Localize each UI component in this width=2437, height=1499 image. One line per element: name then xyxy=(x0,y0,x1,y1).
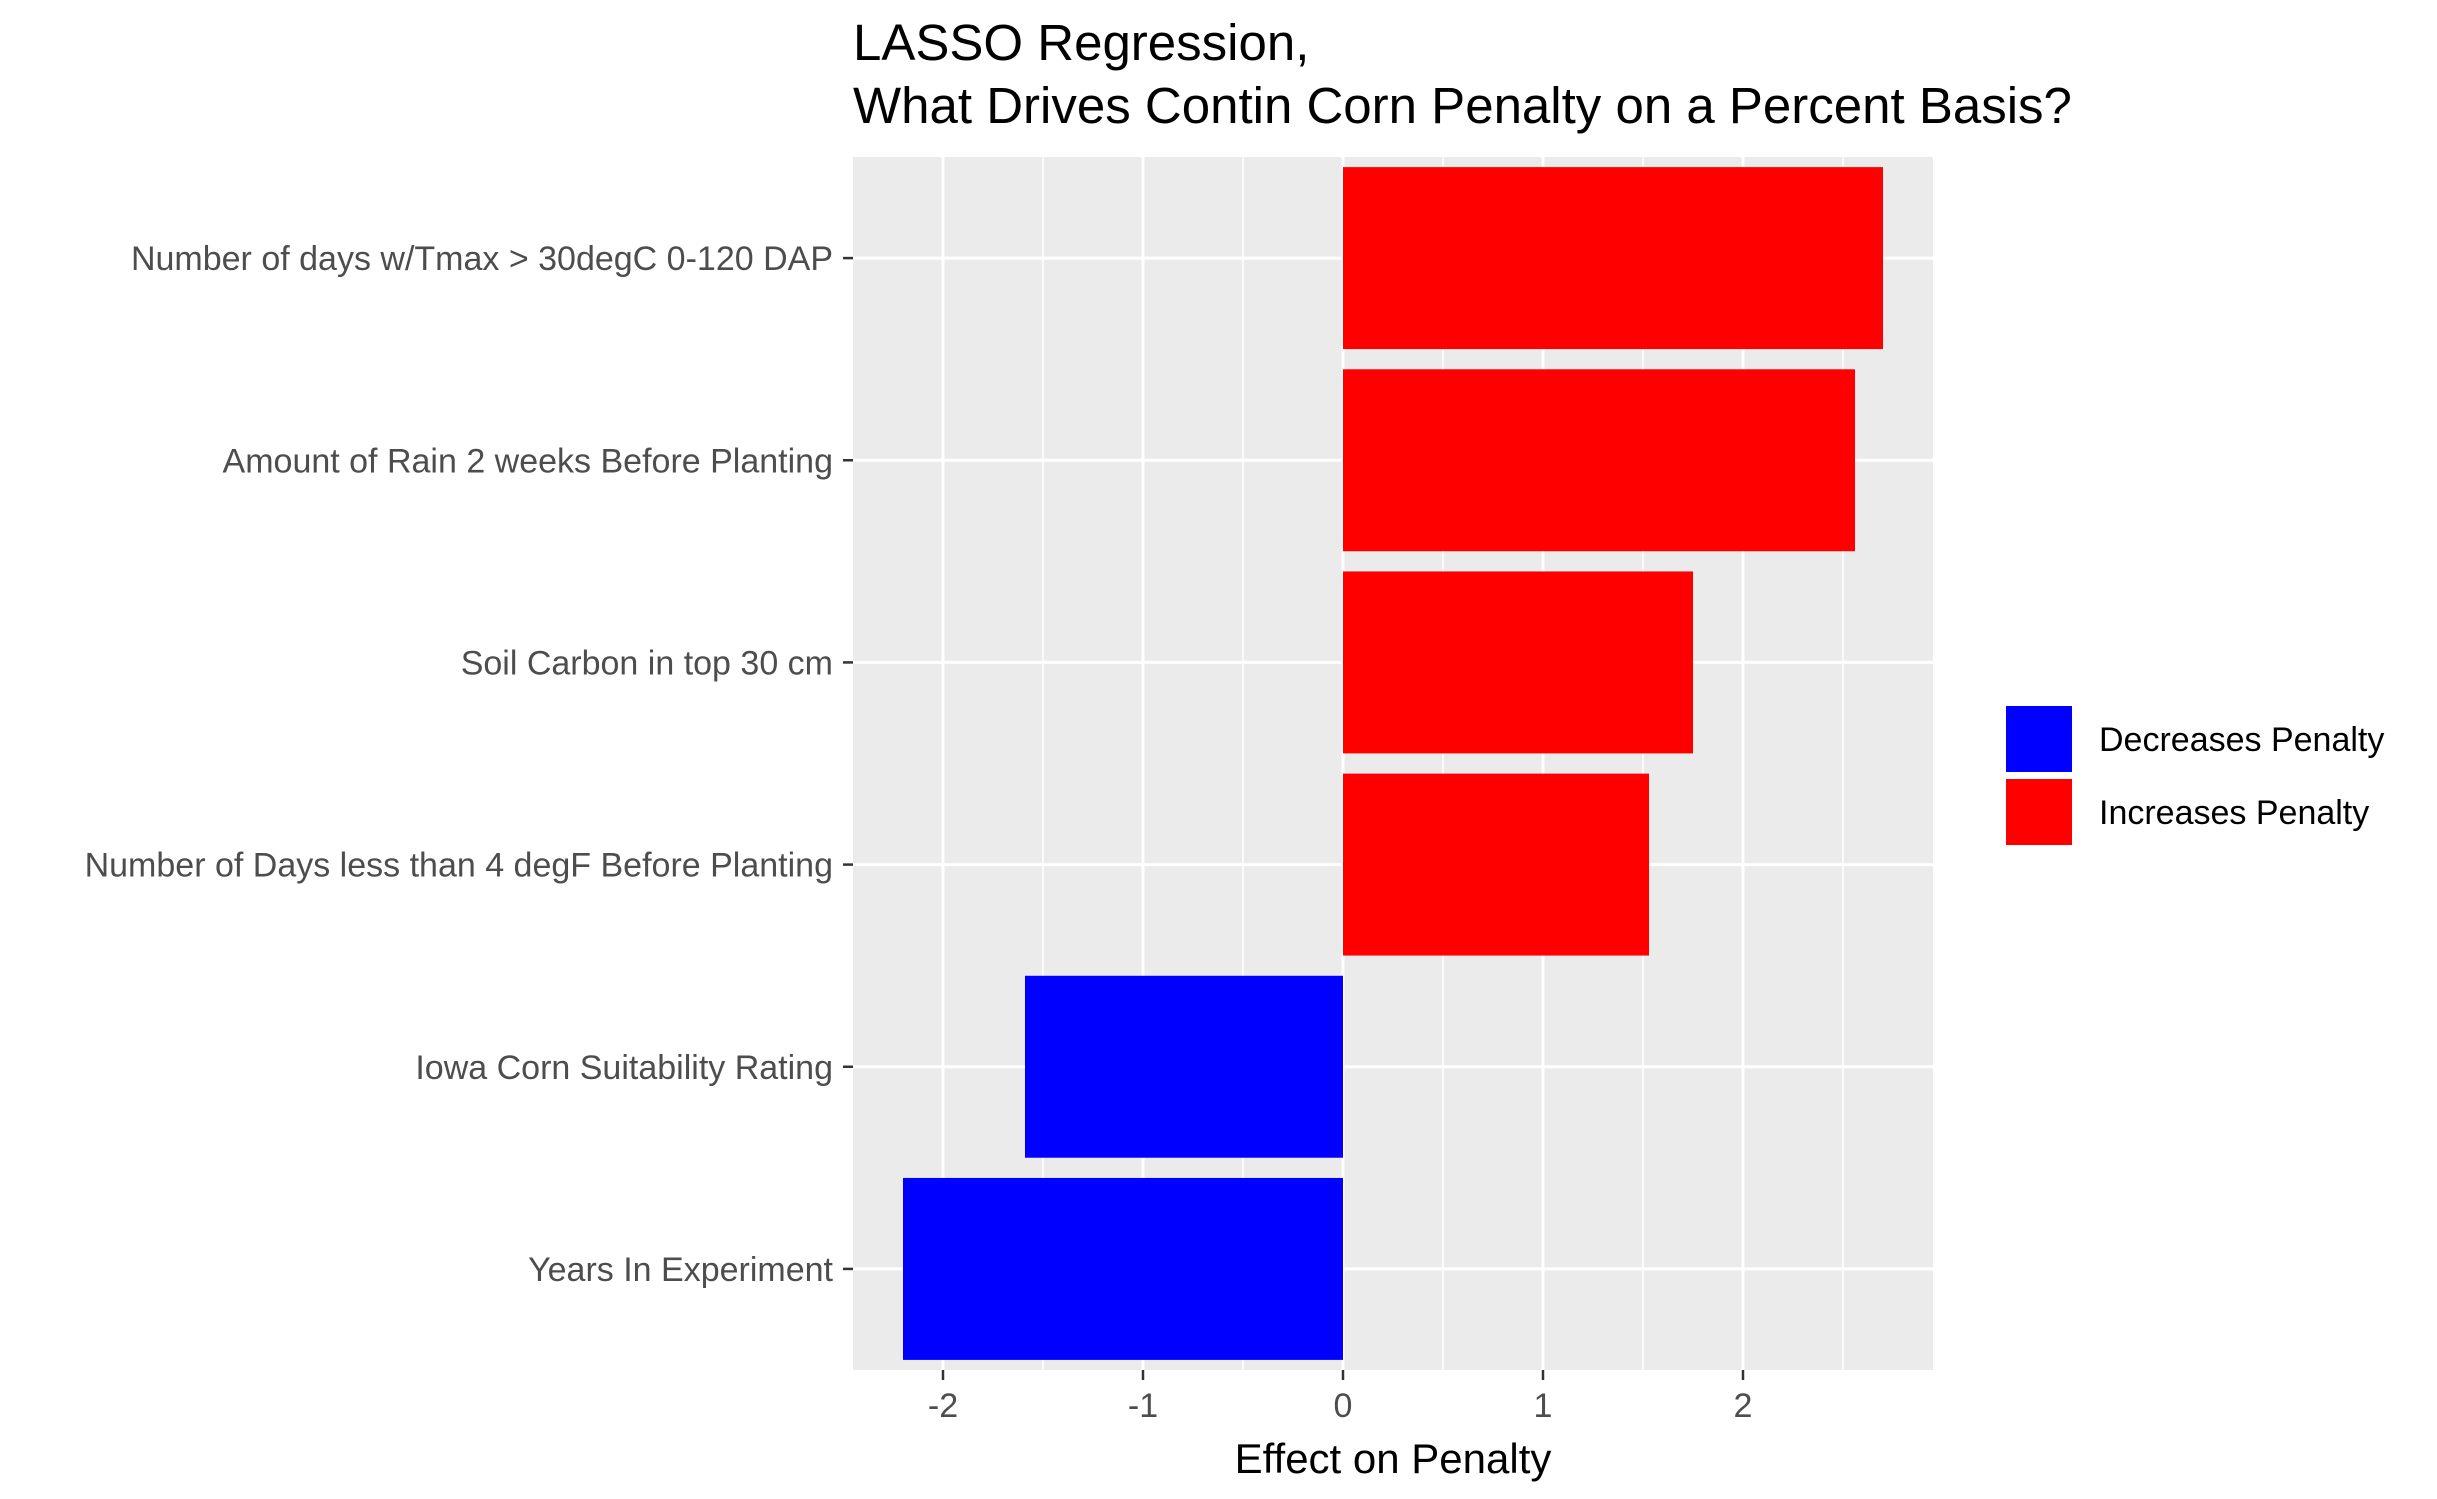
bar xyxy=(1343,167,1883,350)
y-tick-label: Amount of Rain 2 weeks Before Planting xyxy=(223,442,833,480)
bar xyxy=(903,1177,1343,1360)
legend-label: Increases Penalty xyxy=(2099,794,2369,832)
legend: Decreases Penalty Increases Penalty xyxy=(2006,706,2384,845)
bar xyxy=(1025,975,1343,1158)
legend-label: Decreases Penalty xyxy=(2099,721,2384,759)
bar xyxy=(1343,773,1649,956)
legend-key xyxy=(2006,706,2072,772)
minor-gridlines xyxy=(1042,157,1844,1370)
plot-panel xyxy=(853,157,1933,1370)
bar xyxy=(1343,369,1855,552)
y-axis: Number of days w/Tmax > 30degC 0-120 DAP… xyxy=(85,240,853,1289)
chart-title-line-2: What Drives Contin Corn Penalty on a Per… xyxy=(853,77,2072,134)
chart-title: LASSO Regression, What Drives Contin Cor… xyxy=(853,14,2072,134)
x-axis-title: Effect on Penalty xyxy=(1235,1435,1552,1482)
bars xyxy=(903,167,1883,1360)
legend-key xyxy=(2006,779,2072,845)
bar xyxy=(1343,571,1693,754)
y-tick-label: Number of days w/Tmax > 30degC 0-120 DAP xyxy=(131,240,833,278)
x-tick-label: 0 xyxy=(1334,1387,1353,1425)
chart-title-line-1: LASSO Regression, xyxy=(853,14,1309,71)
x-axis: -2 -1 0 1 2 xyxy=(928,1370,1753,1425)
x-tick-label: 2 xyxy=(1734,1387,1753,1425)
x-tick-label: 1 xyxy=(1534,1387,1553,1425)
x-tick-label: -2 xyxy=(928,1387,958,1425)
x-tick-label: -1 xyxy=(1128,1387,1158,1425)
y-tick-label: Iowa Corn Suitability Rating xyxy=(415,1049,833,1087)
y-tick-label: Number of Days less than 4 degF Before P… xyxy=(85,847,833,885)
y-tick-label: Soil Carbon in top 30 cm xyxy=(461,644,833,682)
y-tick-label: Years In Experiment xyxy=(528,1251,833,1289)
